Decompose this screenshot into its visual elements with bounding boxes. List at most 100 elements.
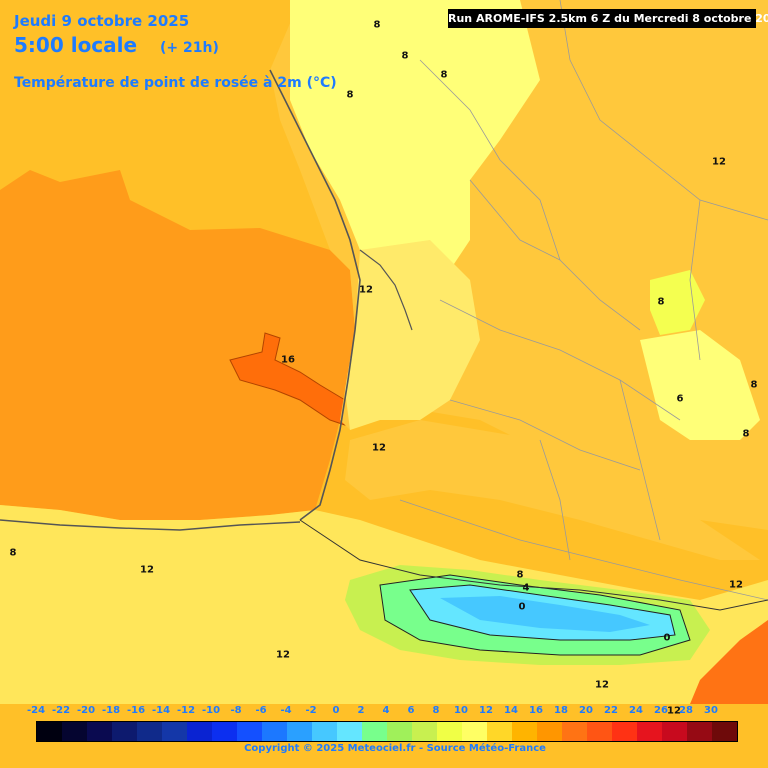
scale-tick-label: 16	[529, 705, 543, 716]
iso-label: 8	[440, 69, 448, 81]
scale-tick-label: -16	[126, 705, 146, 716]
iso-label: 12	[372, 442, 386, 454]
admin-borders	[399, 0, 768, 601]
scale-tick-label: -2	[305, 705, 317, 716]
iso-label: 0	[518, 601, 526, 613]
color-scale-swatch	[537, 722, 562, 741]
iso-label: 8	[750, 379, 758, 391]
scale-tick-label: -20	[76, 705, 96, 716]
forecast-date: Jeudi 9 octobre 2025	[14, 12, 190, 30]
scale-tick-labels: -24 -22 -20 -18 -16 -14 -12 -10 -8 -6 -4 -2 0 2 4 6 8 10 1…	[25, 705, 745, 719]
color-scale-swatch	[262, 722, 287, 741]
land-zone-10-northeast	[650, 270, 705, 335]
scale-tick-label: -24	[26, 705, 46, 716]
iso-label: 8	[657, 296, 665, 308]
color-scale-swatch	[637, 722, 662, 741]
iso-label: 4	[522, 582, 530, 594]
iso-label: 8	[346, 89, 354, 101]
color-scale-swatch	[337, 722, 362, 741]
scale-tick-label: 30	[704, 705, 718, 716]
scale-tick-label: 10	[454, 705, 468, 716]
color-scale-swatch	[362, 722, 387, 741]
color-scale-swatch	[287, 722, 312, 741]
copyright-text: Copyright © 2025 Meteociel.fr - Source M…	[244, 743, 546, 754]
color-scale-swatch	[137, 722, 162, 741]
pyrenees-zone-minus2	[440, 596, 650, 632]
color-scale-swatch	[662, 722, 687, 741]
scale-tick-label: -14	[151, 705, 171, 716]
iso-label: 0	[663, 632, 671, 644]
scale-tick-label: 28	[679, 705, 693, 716]
color-scale-swatch	[187, 722, 212, 741]
iso-label: 12	[729, 579, 743, 591]
scale-tick-label: -12	[176, 705, 196, 716]
color-scale-swatch	[387, 722, 412, 741]
scale-tick-label: 0	[332, 705, 340, 716]
scale-tick-label: -4	[280, 705, 292, 716]
color-scale-swatch	[487, 722, 512, 741]
ocean-zone-14	[0, 170, 355, 520]
color-scale-swatch	[212, 722, 237, 741]
color-scale-swatch	[312, 722, 337, 741]
ocean-zone-16	[229, 332, 346, 426]
run-banner: Run AROME-IFS 2.5km 6 Z du Mercredi 8 oc…	[448, 9, 768, 28]
color-scale-swatch	[687, 722, 712, 741]
scale-tick-label: -8	[230, 705, 242, 716]
gironde-estuary	[359, 249, 413, 331]
land-zone-10-north	[290, 0, 540, 320]
forecast-time: 5:00 locale	[14, 33, 138, 57]
color-scale-swatch	[412, 722, 437, 741]
iso-label: 12	[276, 649, 290, 661]
iso-label: 8	[742, 428, 750, 440]
scale-tick-label: 18	[554, 705, 568, 716]
scale-tick-label: -10	[201, 705, 221, 716]
scale-tick-label: 8	[432, 705, 440, 716]
land-zone-10-centre	[345, 240, 480, 430]
spain-coast	[0, 519, 301, 531]
iso-label: 8	[401, 50, 409, 62]
iso-label: 8	[9, 547, 17, 559]
iso-label: 8	[516, 569, 524, 581]
color-scale-swatch	[712, 722, 737, 741]
iso-label: 8	[373, 19, 381, 31]
scale-tick-label: 4	[382, 705, 390, 716]
forecast-offset: (+ 21h)	[160, 40, 219, 56]
pyrenees-contours	[379, 574, 691, 656]
coastline	[269, 69, 361, 521]
scale-tick-label: 24	[629, 705, 643, 716]
scale-tick-label: -22	[51, 705, 71, 716]
land-zone-10-east	[640, 330, 760, 440]
color-scale-swatch	[37, 722, 62, 741]
scale-tick-label: 20	[579, 705, 593, 716]
iso-label: 12	[712, 156, 726, 168]
scale-extra-label: 12	[667, 705, 681, 717]
scale-tick-label: 6	[407, 705, 415, 716]
color-scale-swatch	[62, 722, 87, 741]
scale-tick-label: 26	[654, 705, 668, 716]
scale-tick-label: 22	[604, 705, 618, 716]
color-scale-swatch	[237, 722, 262, 741]
med-zone-18	[690, 620, 768, 704]
color-scale-swatch	[512, 722, 537, 741]
iso-label: 16	[281, 354, 295, 366]
scale-tick-label: 14	[504, 705, 518, 716]
iso-label: 12	[359, 284, 373, 296]
color-scale-bar	[36, 721, 738, 742]
color-scale-swatch	[587, 722, 612, 741]
color-scale-swatch	[162, 722, 187, 741]
parameter-title: Température de point de rosée à 2m (°C)	[14, 75, 337, 91]
color-scale-swatch	[462, 722, 487, 741]
scale-tick-label: -18	[101, 705, 121, 716]
color-scale-swatch	[87, 722, 112, 741]
color-scale-swatch	[562, 722, 587, 741]
iso-label: 6	[676, 393, 684, 405]
border-spain	[299, 519, 768, 611]
scale-tick-label: -6	[255, 705, 267, 716]
color-scale-swatch	[612, 722, 637, 741]
iso-label: 12	[595, 679, 609, 691]
color-scale-swatch	[437, 722, 462, 741]
scale-tick-label: 12	[479, 705, 493, 716]
scale-tick-label: 2	[357, 705, 365, 716]
